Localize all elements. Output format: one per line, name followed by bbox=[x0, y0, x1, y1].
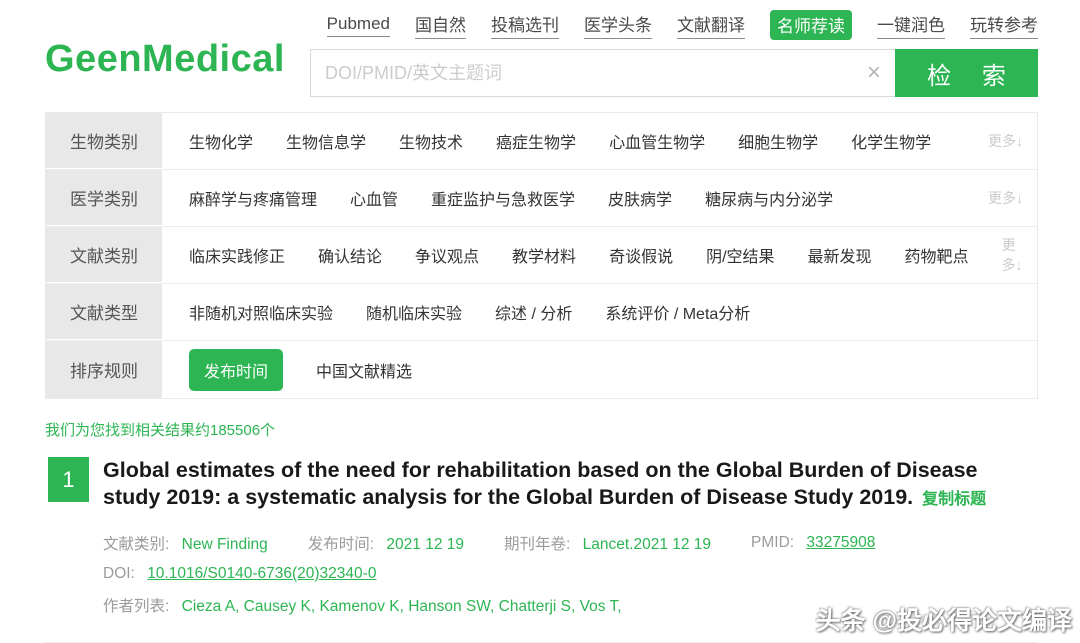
filter-row-literature-type: 文献类型 非随机对照临床实验 随机临床实验 综述 / 分析 系统评价 / Met… bbox=[46, 284, 1037, 341]
filter-row-label: 排序规则 bbox=[46, 341, 162, 398]
filter-item[interactable]: 心血管 bbox=[350, 192, 399, 209]
filter-item[interactable]: 癌症生物学 bbox=[496, 135, 577, 152]
filter-item[interactable]: 随机临床实验 bbox=[366, 306, 463, 323]
result-doi-line: DOI: 10.1016/S0140-6736(20)32340-0 bbox=[103, 565, 1038, 583]
authors-label: 作者列表: bbox=[103, 598, 170, 615]
meta-value-date: 2021 12 19 bbox=[386, 536, 464, 553]
meta-label: 期刊年卷: bbox=[503, 536, 571, 553]
result-number-badge: 1 bbox=[48, 457, 89, 502]
meta-label: PMID: bbox=[751, 534, 795, 551]
filter-item[interactable]: 药物靶点 bbox=[904, 249, 969, 266]
nav-expert-reading[interactable]: 名师荐读 bbox=[770, 10, 852, 40]
meta-label: 发布时间: bbox=[307, 536, 375, 553]
filter-item[interactable]: 教学材料 bbox=[512, 249, 577, 266]
search-button[interactable]: 检 索 bbox=[895, 49, 1038, 97]
top-navigation: Pubmed 国自然 投稿选刊 医学头条 文献翻译 名师荐读 一键润色 玩转参考 bbox=[310, 10, 1038, 40]
filter-item[interactable]: 生物技术 bbox=[399, 135, 464, 152]
more-link[interactable]: 更多↓ bbox=[988, 133, 1023, 149]
filter-item[interactable]: 细胞生物学 bbox=[738, 135, 819, 152]
header: GeenMedical Pubmed 国自然 投稿选刊 医学头条 文献翻译 名师… bbox=[0, 0, 1080, 97]
filter-item[interactable]: 糖尿病与内分泌学 bbox=[705, 192, 834, 209]
filter-row-label: 文献类型 bbox=[46, 284, 162, 340]
copy-title-link[interactable]: 复制标题 bbox=[922, 490, 987, 508]
meta-label: 文献类别: bbox=[103, 536, 170, 553]
filter-item[interactable]: 化学生物学 bbox=[851, 135, 932, 152]
filter-row-items: 生物化学 生物信息学 生物技术 癌症生物学 心血管生物学 细胞生物学 化学生物学… bbox=[162, 113, 1037, 169]
filter-row-label: 医学类别 bbox=[46, 170, 162, 226]
filter-row-label: 文献类别 bbox=[46, 227, 162, 283]
logo[interactable]: GeenMedical bbox=[45, 38, 285, 80]
nav-pubmed[interactable]: Pubmed bbox=[326, 14, 390, 37]
filter-item[interactable]: 阴/空结果 bbox=[706, 249, 775, 266]
filter-item[interactable]: 生物化学 bbox=[189, 135, 254, 152]
filter-table: 生物类别 生物化学 生物信息学 生物技术 癌症生物学 心血管生物学 细胞生物学 … bbox=[45, 112, 1038, 399]
filter-row-biology: 生物类别 生物化学 生物信息学 生物技术 癌症生物学 心血管生物学 细胞生物学 … bbox=[46, 113, 1037, 170]
filter-item[interactable]: 最新发现 bbox=[807, 249, 872, 266]
meta-publish-date: 发布时间: 2021 12 19 bbox=[308, 532, 464, 554]
filter-item[interactable]: 综述 / 分析 bbox=[495, 306, 573, 323]
results-summary: 我们为您找到相关结果约185506个 bbox=[45, 422, 276, 439]
authors-list[interactable]: Cieza A, Causey K, Kamenov K, Hanson SW,… bbox=[181, 598, 622, 615]
header-right: Pubmed 国自然 投稿选刊 医学头条 文献翻译 名师荐读 一键润色 玩转参考… bbox=[310, 10, 1038, 97]
nav-one-click-polish[interactable]: 一键润色 bbox=[877, 11, 945, 39]
filter-row-literature-category: 文献类别 临床实践修正 确认结论 争议观点 教学材料 奇谈假说 阴/空结果 最新… bbox=[46, 227, 1037, 284]
doi-label: DOI: bbox=[103, 565, 135, 582]
filter-item[interactable]: 心血管生物学 bbox=[609, 135, 706, 152]
result-authors-line: 作者列表: Cieza A, Causey K, Kamenov K, Hans… bbox=[103, 594, 1038, 616]
result-meta-line: 文献类别: New Finding 发布时间: 2021 12 19 期刊年卷:… bbox=[103, 532, 1038, 554]
filter-row-items: 非随机对照临床实验 随机临床实验 综述 / 分析 系统评价 / Meta分析 bbox=[162, 284, 1037, 340]
filter-item[interactable]: 皮肤病学 bbox=[608, 192, 673, 209]
filter-row-items: 临床实践修正 确认结论 争议观点 教学材料 奇谈假说 阴/空结果 最新发现 药物… bbox=[162, 227, 1037, 283]
meta-value-category: New Finding bbox=[181, 536, 268, 553]
filter-row-items: 发布时间 中国文献精选 bbox=[162, 341, 1037, 398]
result-title-text[interactable]: Global estimates of the need for rehabil… bbox=[103, 458, 978, 509]
result-title[interactable]: Global estimates of the need for rehabil… bbox=[103, 457, 1013, 513]
filter-item[interactable]: 确认结论 bbox=[318, 249, 383, 266]
filter-row-label: 生物类别 bbox=[46, 113, 162, 169]
sort-by-publish-date-button[interactable]: 发布时间 bbox=[189, 348, 284, 391]
filter-item[interactable]: 争议观点 bbox=[415, 249, 480, 266]
more-link[interactable]: 更多↓ bbox=[1001, 237, 1023, 273]
filter-item[interactable]: 临床实践修正 bbox=[189, 249, 286, 266]
nav-literature-translation[interactable]: 文献翻译 bbox=[677, 11, 745, 39]
meta-value-journal: Lancet.2021 12 19 bbox=[582, 536, 712, 553]
sort-by-china-selection[interactable]: 中国文献精选 bbox=[316, 363, 413, 381]
nav-nsfc[interactable]: 国自然 bbox=[415, 11, 466, 39]
nav-journal-selection[interactable]: 投稿选刊 bbox=[491, 11, 559, 39]
result-body: Global estimates of the need for rehabil… bbox=[103, 457, 1038, 616]
filter-item[interactable]: 系统评价 / Meta分析 bbox=[605, 306, 751, 323]
nav-reference-tools[interactable]: 玩转参考 bbox=[970, 11, 1038, 39]
nav-medical-headlines[interactable]: 医学头条 bbox=[584, 11, 652, 39]
filter-row-sort: 排序规则 发布时间 中国文献精选 bbox=[46, 341, 1037, 398]
filter-row-items: 麻醉学与疼痛管理 心血管 重症监护与急救医学 皮肤病学 糖尿病与内分泌学 更多↓ bbox=[162, 170, 1037, 226]
filter-item[interactable]: 重症监护与急救医学 bbox=[431, 192, 576, 209]
filter-item[interactable]: 麻醉学与疼痛管理 bbox=[189, 192, 318, 209]
doi-link[interactable]: 10.1016/S0140-6736(20)32340-0 bbox=[147, 565, 377, 582]
filter-row-medicine: 医学类别 麻醉学与疼痛管理 心血管 重症监护与急救医学 皮肤病学 糖尿病与内分泌… bbox=[46, 170, 1037, 227]
meta-category: 文献类别: New Finding bbox=[103, 532, 268, 554]
clear-search-icon[interactable]: × bbox=[866, 59, 881, 86]
more-link[interactable]: 更多↓ bbox=[988, 190, 1023, 206]
result-item: 1 Global estimates of the need for rehab… bbox=[48, 457, 1038, 616]
watermark-toutiao: 头条 @投必得论文编译 bbox=[815, 607, 1072, 635]
filter-item[interactable]: 生物信息学 bbox=[286, 135, 367, 152]
meta-pmid: PMID: 33275908 bbox=[751, 534, 875, 552]
pmid-link[interactable]: 33275908 bbox=[806, 534, 876, 551]
search-bar: × 检 索 bbox=[310, 49, 1038, 97]
filter-item[interactable]: 非随机对照临床实验 bbox=[189, 306, 334, 323]
filter-item[interactable]: 奇谈假说 bbox=[609, 249, 674, 266]
meta-journal: 期刊年卷: Lancet.2021 12 19 bbox=[504, 532, 711, 554]
